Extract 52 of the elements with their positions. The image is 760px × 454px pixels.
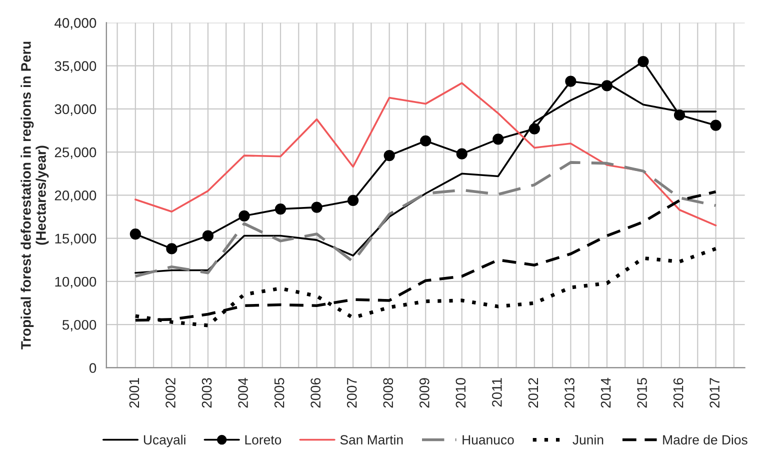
point bbox=[492, 134, 504, 145]
x-tick-label: 2007 bbox=[346, 378, 357, 408]
point bbox=[565, 76, 576, 87]
point bbox=[311, 202, 322, 213]
y-tick-label: 0 bbox=[89, 363, 96, 373]
point bbox=[348, 194, 359, 206]
point bbox=[238, 210, 250, 222]
y-tick-label: 20,000 bbox=[54, 190, 96, 202]
legend-label: Junin bbox=[572, 434, 604, 445]
point bbox=[601, 80, 613, 92]
x-tick-label: 2017 bbox=[710, 378, 720, 408]
x-tick-label: 2008 bbox=[383, 378, 394, 408]
point bbox=[420, 135, 432, 146]
x-tick-label: 2006 bbox=[310, 378, 321, 408]
x-tick-label: 2010 bbox=[456, 378, 466, 408]
point bbox=[130, 228, 141, 240]
x-tick-label: 2012 bbox=[528, 378, 538, 408]
point bbox=[710, 120, 722, 131]
y-tick-label: 15,000 bbox=[55, 234, 96, 246]
point bbox=[638, 56, 649, 68]
x-tick-label: 2013 bbox=[564, 378, 574, 408]
y-axis-title: Tropical forest deforestation in regions in Peru (Hectares/year) bbox=[20, 42, 49, 350]
point bbox=[528, 123, 540, 134]
legend-label: Loreto bbox=[245, 435, 282, 445]
x-tick-label: 2016 bbox=[673, 378, 684, 408]
point bbox=[674, 109, 686, 121]
point bbox=[166, 243, 178, 254]
point bbox=[384, 150, 395, 162]
legend-label: San Martin bbox=[340, 434, 403, 445]
line-series bbox=[134, 82, 717, 226]
x-tick-label: 2001 bbox=[129, 378, 140, 408]
x-tick-label: 2011 bbox=[492, 378, 502, 407]
y-tick-label: 35,000 bbox=[54, 61, 96, 73]
x-tick-label: 2015 bbox=[637, 378, 647, 408]
legend-label: Madre de Dios bbox=[663, 434, 748, 445]
x-tick-label: 2005 bbox=[274, 378, 284, 408]
x-tick-label: 2014 bbox=[600, 378, 611, 408]
y-tick-label: 40,000 bbox=[54, 18, 96, 30]
x-tick-label: 2003 bbox=[202, 378, 212, 408]
point bbox=[202, 230, 214, 242]
legend-label: Ucayali bbox=[144, 434, 186, 448]
line-series bbox=[134, 161, 718, 278]
y-tick-label: 30,000 bbox=[54, 104, 96, 116]
x-tick-label: 2009 bbox=[419, 378, 430, 408]
y-tick-label: 10,000 bbox=[55, 276, 96, 288]
point bbox=[274, 203, 286, 215]
legend-label: Huanuco bbox=[462, 435, 514, 445]
x-tick-label: 2002 bbox=[166, 378, 176, 408]
y-tick-label: 5,000 bbox=[62, 320, 96, 332]
y-tick-label: 25,000 bbox=[54, 147, 96, 159]
point bbox=[456, 148, 468, 160]
x-tick-label: 2004 bbox=[238, 378, 248, 408]
